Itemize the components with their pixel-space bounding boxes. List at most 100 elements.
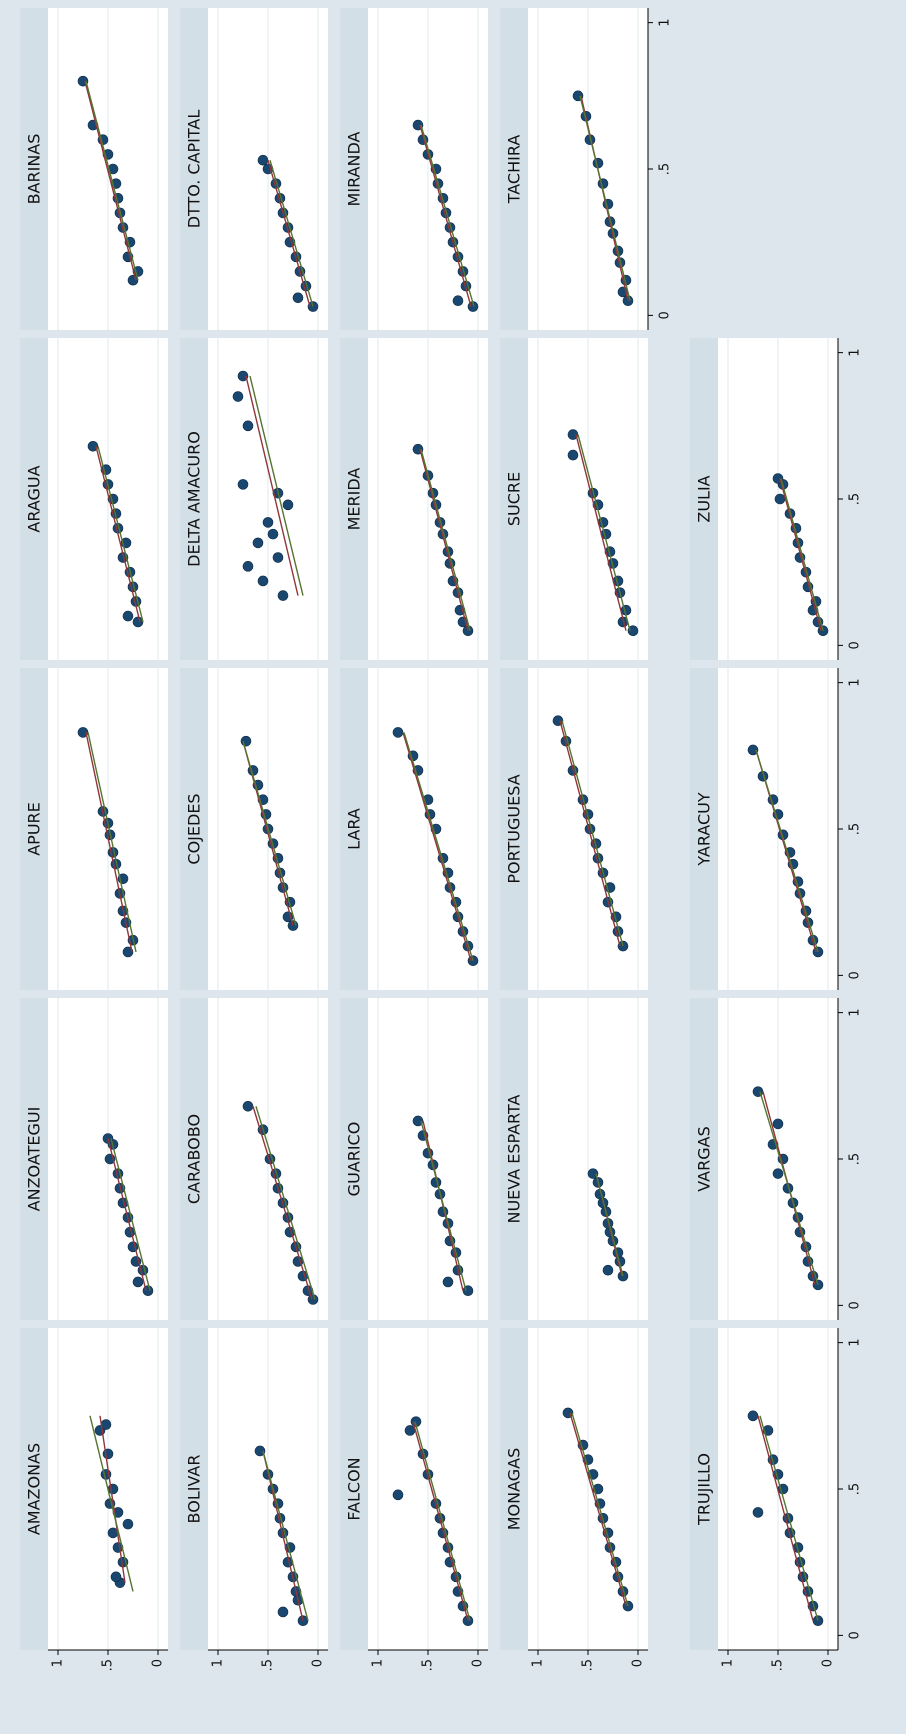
point bbox=[240, 735, 252, 747]
strip bbox=[690, 668, 718, 990]
y-tick-label: .5 bbox=[101, 1659, 116, 1671]
panel-title: COJEDES bbox=[185, 793, 204, 864]
y-tick-label: 1 bbox=[51, 1659, 66, 1667]
fit-line bbox=[412, 1421, 469, 1621]
panel-title: GUARICO bbox=[345, 1122, 364, 1197]
point bbox=[257, 575, 269, 587]
point bbox=[262, 517, 274, 528]
panel-title: FALCON bbox=[345, 1457, 364, 1520]
panel-title: DELTA AMACURO bbox=[185, 431, 204, 567]
point bbox=[812, 1615, 824, 1627]
fit-line bbox=[255, 1106, 316, 1300]
point bbox=[272, 552, 284, 563]
y-tick-label: 0 bbox=[311, 1659, 326, 1667]
point bbox=[297, 1615, 309, 1627]
strip bbox=[180, 998, 208, 1320]
fit-line bbox=[110, 1138, 151, 1291]
fit-line bbox=[107, 1138, 147, 1291]
fit-line bbox=[561, 720, 624, 947]
point bbox=[307, 1294, 319, 1305]
fit-line bbox=[252, 1106, 313, 1300]
point bbox=[772, 1118, 784, 1130]
panel-title: MONAGAS bbox=[505, 1448, 524, 1531]
strip bbox=[20, 998, 48, 1320]
fit-line bbox=[559, 720, 621, 947]
point bbox=[772, 1168, 784, 1179]
x-tick-label: 1 bbox=[848, 348, 863, 356]
point bbox=[452, 295, 464, 307]
panel-title: YARACUY bbox=[695, 792, 714, 866]
fit-line bbox=[85, 732, 133, 953]
fit-line bbox=[95, 446, 141, 623]
y-tick-label: .5 bbox=[771, 1659, 786, 1671]
fit-line bbox=[262, 1450, 309, 1621]
strip bbox=[690, 1328, 718, 1650]
strip bbox=[500, 8, 528, 330]
point bbox=[277, 1606, 289, 1618]
panel-title: TRUJILLO bbox=[695, 1453, 714, 1526]
fit-line bbox=[97, 446, 144, 623]
point bbox=[107, 1483, 119, 1495]
fit-line bbox=[419, 449, 469, 631]
point bbox=[462, 1615, 474, 1627]
point bbox=[102, 1133, 114, 1144]
x-tick-label: .5 bbox=[658, 163, 673, 175]
x-tick-label: 1 bbox=[848, 1008, 863, 1016]
fit-line bbox=[595, 1173, 624, 1277]
fit-line bbox=[419, 124, 472, 307]
panel-title: SUCRE bbox=[505, 472, 524, 526]
strip bbox=[180, 8, 208, 330]
panel-title: APURE bbox=[25, 802, 44, 856]
fit-line bbox=[571, 1412, 629, 1607]
point bbox=[254, 1445, 266, 1457]
fit-line bbox=[89, 1415, 134, 1592]
x-tick-label: 0 bbox=[848, 1301, 863, 1309]
point bbox=[587, 1168, 599, 1179]
fit-line bbox=[269, 160, 314, 307]
strip bbox=[690, 338, 718, 660]
point bbox=[404, 1425, 416, 1436]
fit-line bbox=[402, 732, 472, 961]
x-tick-label: 0 bbox=[848, 641, 863, 649]
fit-line bbox=[420, 1120, 467, 1291]
y-tick-label: 1 bbox=[721, 1659, 736, 1667]
point bbox=[242, 561, 254, 572]
point bbox=[392, 1489, 404, 1501]
point bbox=[752, 1507, 764, 1518]
strip bbox=[340, 1328, 368, 1650]
x-tick-label: .5 bbox=[848, 1483, 863, 1495]
panel-title: AMAZONAS bbox=[25, 1443, 44, 1535]
panel-title: DTTO. CAPITAL bbox=[185, 110, 204, 229]
point bbox=[237, 479, 249, 490]
point bbox=[392, 727, 404, 738]
point bbox=[252, 537, 264, 549]
y-tick-label: .5 bbox=[261, 1659, 276, 1671]
point bbox=[747, 1410, 759, 1422]
panel-title: TACHIRA bbox=[505, 135, 524, 205]
fit-line bbox=[84, 81, 137, 281]
x-tick-label: .5 bbox=[848, 823, 863, 835]
point bbox=[812, 1279, 824, 1291]
panel-title: LARA bbox=[345, 808, 364, 850]
y-tick-label: 1 bbox=[371, 1659, 386, 1667]
strip bbox=[690, 998, 718, 1320]
point bbox=[627, 625, 639, 637]
y-tick-label: 0 bbox=[151, 1659, 166, 1667]
strip bbox=[500, 1328, 528, 1650]
fit-line bbox=[242, 740, 297, 926]
y-tick-label: 1 bbox=[531, 1659, 546, 1667]
point bbox=[292, 292, 304, 304]
fit-line bbox=[414, 1421, 471, 1621]
strip bbox=[20, 338, 48, 660]
fit-line bbox=[245, 375, 299, 596]
panel-title: CARABOBO bbox=[185, 1114, 204, 1204]
strip bbox=[500, 668, 528, 990]
y-tick-label: 0 bbox=[631, 1659, 646, 1667]
x-tick-label: 0 bbox=[658, 311, 673, 319]
point bbox=[132, 1276, 144, 1288]
point bbox=[122, 1518, 134, 1530]
fit-line bbox=[85, 81, 139, 281]
fit-line bbox=[755, 749, 819, 953]
fit-line bbox=[575, 434, 627, 631]
point bbox=[567, 449, 579, 461]
